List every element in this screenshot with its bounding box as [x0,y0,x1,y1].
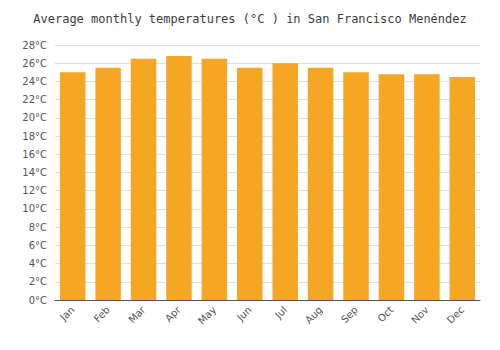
svg-text:2°C: 2°C [29,276,47,287]
svg-text:Average monthly temperatures (: Average monthly temperatures (°C ) in Sa… [33,12,466,26]
svg-text:Sep: Sep [339,304,360,325]
svg-text:22°C: 22°C [22,94,47,105]
svg-text:28°C: 28°C [22,40,47,51]
svg-text:Apr: Apr [163,303,184,324]
svg-text:Jul: Jul [272,304,289,321]
svg-text:26°C: 26°C [22,58,47,69]
svg-text:Mar: Mar [126,303,148,325]
svg-text:4°C: 4°C [29,258,47,269]
svg-text:6°C: 6°C [29,240,47,251]
svg-text:Aug: Aug [303,304,325,326]
svg-text:10°C: 10°C [22,203,47,214]
svg-text:16°C: 16°C [22,149,47,160]
svg-text:Dec: Dec [445,304,466,325]
svg-text:8°C: 8°C [29,222,47,233]
svg-text:Feb: Feb [92,304,112,324]
svg-text:Jun: Jun [234,304,254,324]
svg-text:18°C: 18°C [22,131,47,142]
svg-text:20°C: 20°C [22,112,47,123]
svg-text:12°C: 12°C [22,185,47,196]
svg-text:14°C: 14°C [22,167,47,178]
svg-text:May: May [196,304,218,326]
svg-text:24°C: 24°C [22,76,47,87]
svg-text:Oct: Oct [375,304,395,324]
svg-text:Jan: Jan [57,304,76,323]
svg-text:0°C: 0°C [29,295,47,306]
svg-text:Nov: Nov [409,304,431,326]
